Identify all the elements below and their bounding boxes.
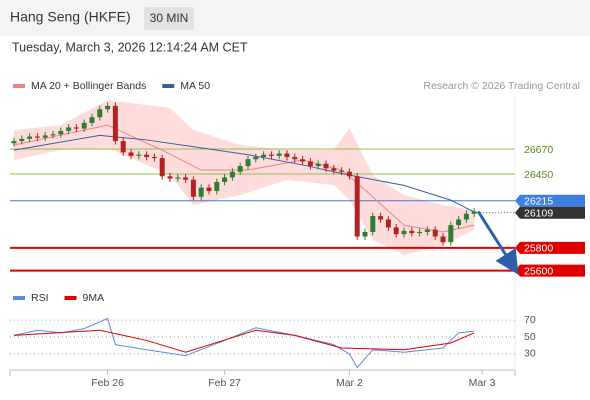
legend-swatch [162, 84, 175, 88]
candle-body [463, 213, 469, 220]
candle-body [237, 166, 243, 172]
level-label: 26215 [524, 195, 553, 207]
candle-body [307, 161, 313, 167]
candle-body [58, 130, 64, 135]
candle-body [370, 216, 376, 232]
legend-label: 9MA [83, 292, 105, 304]
candle-body [315, 163, 321, 167]
candle-body [34, 136, 40, 138]
candle-body [66, 127, 72, 131]
candle-body [120, 141, 126, 153]
candle-body [432, 229, 438, 237]
candle-body [471, 211, 477, 214]
datetime: Tuesday, March 3, 2026 12:14:24 AM CET [12, 40, 248, 54]
candle-body [19, 138, 25, 142]
interval: 30 MIN [150, 11, 189, 25]
x-tick-label: Feb 26 [91, 377, 124, 389]
candle-body [339, 170, 345, 172]
legend-swatch [64, 296, 77, 300]
candle-body [183, 177, 189, 180]
header-bg [0, 0, 590, 36]
candle-body [362, 231, 368, 237]
candle-body [409, 230, 415, 234]
level-box [515, 264, 585, 277]
candle-body [11, 141, 17, 144]
legend-swatch [13, 84, 25, 88]
candle-body [167, 176, 173, 179]
level-label: 25600 [524, 265, 553, 277]
x-tick-label: Mar 2 [336, 377, 363, 389]
candle-body [198, 187, 204, 197]
candle-body [346, 171, 352, 177]
x-tick-label: Mar 3 [469, 377, 496, 389]
candle-body [190, 179, 196, 197]
candle-body [378, 216, 384, 220]
target-arrow [476, 210, 519, 275]
legend-label: RSI [31, 292, 49, 304]
candle-body [284, 153, 290, 157]
title: Hang Seng (HKFE) [10, 9, 131, 25]
level-box [515, 241, 585, 254]
candle-body [393, 227, 399, 235]
candle-body [206, 187, 212, 192]
level-box [515, 194, 585, 207]
candle-body [214, 181, 220, 192]
level-label: 25800 [524, 243, 553, 255]
rsi-tick-label: 70 [524, 314, 536, 326]
candle-body [276, 153, 282, 156]
candle-body [456, 219, 462, 226]
interval-box [144, 7, 194, 30]
candle-body [222, 177, 228, 182]
level-label: 26670 [524, 144, 553, 156]
candle-body [81, 122, 87, 129]
ma20-line [13, 124, 475, 233]
candle-body [300, 159, 306, 162]
candle-body [245, 159, 251, 167]
candle-body [136, 154, 142, 156]
level-box [515, 206, 585, 219]
candle-body [448, 225, 454, 243]
candle-body [73, 127, 79, 129]
candle-body [97, 109, 103, 118]
candle-body [159, 158, 165, 177]
candle-body [323, 163, 329, 169]
candle-body [354, 176, 360, 237]
candle-body [229, 171, 235, 178]
candle-body [440, 236, 446, 243]
rsi-tick-label: 30 [524, 348, 536, 360]
candle-body [151, 156, 157, 159]
candle-body [144, 154, 150, 157]
rsi-tick-label: 50 [524, 331, 536, 343]
candle-body [105, 105, 111, 110]
rsi-line [13, 329, 475, 353]
candle-body [42, 135, 48, 138]
candle-body [268, 154, 274, 156]
legend-label: MA 20 + Bollinger Bands [31, 80, 146, 92]
candle-body [331, 168, 337, 171]
candle-body [253, 156, 259, 160]
rsi-line [13, 317, 475, 369]
candle-body [128, 152, 134, 156]
legend-label: MA 50 [180, 80, 210, 92]
candle-body [112, 105, 118, 142]
credit: Research © 2026 Trading Central [423, 80, 580, 92]
level-label: 26109 [524, 208, 553, 220]
candle-body [417, 231, 423, 234]
x-tick-label: Feb 27 [208, 377, 241, 389]
legend-swatch [13, 296, 25, 300]
candle-body [424, 229, 430, 232]
candle-body [175, 177, 181, 179]
candle-body [27, 136, 33, 139]
candle-body [401, 230, 407, 235]
candle-body [261, 154, 267, 157]
candle-body [89, 117, 95, 123]
level-label: 26450 [524, 169, 553, 181]
candle-body [292, 156, 298, 160]
candle-body [50, 134, 56, 136]
candle-body [385, 219, 391, 228]
